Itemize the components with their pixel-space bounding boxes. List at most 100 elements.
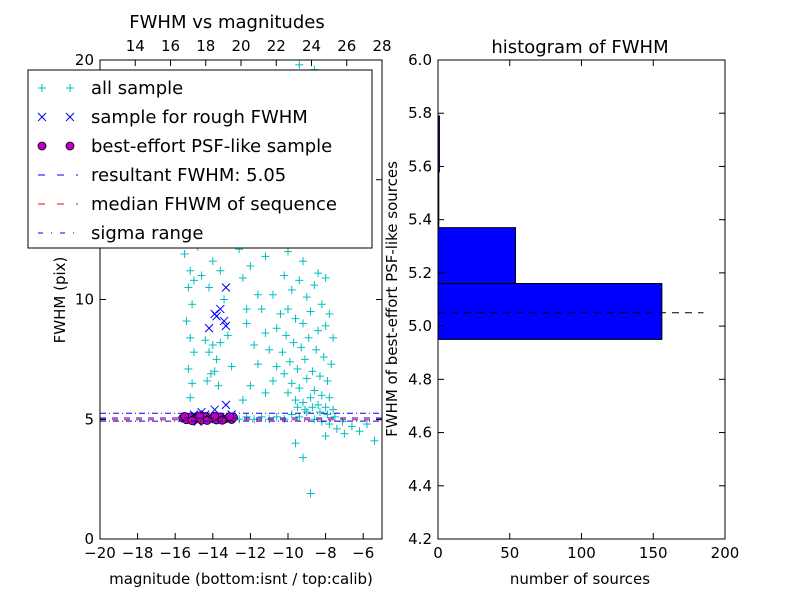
- top-x-tick-label-1: 16: [161, 37, 180, 55]
- hist-y-tick-label-8: 5.8: [408, 104, 432, 122]
- legend-label-1: sample for rough FWHM: [91, 107, 308, 128]
- series-1-point-2-b: [204, 323, 214, 333]
- y-tick-label-0: 0: [84, 530, 94, 548]
- series-0-point-118: [312, 345, 321, 354]
- hist-y-tick-label-7: 5.6: [408, 157, 432, 175]
- series-0-point-98: [314, 269, 323, 278]
- series-0-point-70: [206, 369, 215, 378]
- series-0-point-119: [319, 352, 328, 361]
- series-0-point-57: [242, 305, 251, 314]
- series-1-point-1-b: [215, 304, 225, 314]
- hist-y-tick-label-2: 4.6: [408, 424, 432, 442]
- series-0-point-14: [287, 410, 296, 419]
- series-1-point-13: [221, 400, 231, 410]
- series-0-point-140: [321, 403, 330, 412]
- legend-marker-1-b-b: [65, 112, 75, 122]
- series-0-point-76: [295, 60, 304, 69]
- series-1-point-4-b: [221, 321, 231, 331]
- series-0-point-128: [280, 369, 289, 378]
- legend-marker-0-a: [38, 84, 46, 92]
- series-0-point-117: [304, 333, 313, 342]
- series-0-point-38: [186, 333, 195, 342]
- series-0-point-29: [306, 489, 315, 498]
- x-tick-label-1: −18: [122, 544, 154, 562]
- series-0-point-71: [214, 381, 223, 390]
- histogram-bar-1: [437, 227, 516, 285]
- legend-label-4: median FHWM of sequence: [91, 194, 337, 215]
- series-0-point-114: [282, 331, 291, 340]
- series-0-point-138: [306, 393, 315, 402]
- histogram-bar-0: [437, 283, 663, 340]
- series-0-point-36: [188, 300, 197, 309]
- series-0-point-153: [276, 309, 285, 318]
- series-0-point-35: [184, 283, 193, 292]
- series-0-point-146: [250, 341, 259, 350]
- series-0-point-27: [291, 439, 300, 448]
- series-0-point-135: [284, 388, 292, 397]
- series-1-point-13-b: [221, 400, 231, 410]
- series-0-point-106: [325, 309, 334, 318]
- top-x-tick-label-6: 26: [337, 37, 356, 55]
- series-0-point-152: [268, 290, 277, 299]
- series-0-point-102: [295, 276, 304, 285]
- legend-entry-3: resultant FWHM: 5.05: [38, 165, 286, 186]
- top-x-tick-label-4: 22: [267, 37, 286, 55]
- series-0-point-120: [327, 360, 336, 369]
- series-1-point-1: [215, 304, 225, 314]
- series-0-point-66: [212, 355, 221, 364]
- series-0-point-64: [205, 348, 214, 357]
- hist-x-tick-label-4: 200: [711, 544, 740, 562]
- series-1-point-6-b: [212, 311, 221, 321]
- hist-x-tick-label-2: 100: [567, 544, 596, 562]
- series-0-point-50: [216, 266, 225, 275]
- series-0-point-144: [246, 381, 255, 390]
- y-tick-label-1: 5: [84, 410, 94, 428]
- hist-y-tick-label-0: 4.2: [408, 530, 432, 548]
- series-0-point-131: [302, 374, 311, 383]
- series-0-point-65: [208, 341, 217, 350]
- series-1-point-5-b: [221, 283, 231, 292]
- histogram-ylabel: FWHM of best-effort PSF-like sources: [383, 161, 401, 437]
- series-0-point-26: [321, 432, 330, 441]
- series-1-point-5: [221, 283, 231, 292]
- top-x-tick-label-0: 14: [126, 37, 145, 55]
- scatter-xlabel: magnitude (bottom:isnt / top:calib): [109, 570, 373, 588]
- histogram-bars: [437, 115, 663, 340]
- series-0-point-41: [188, 379, 197, 388]
- series-0-point-124: [300, 355, 309, 364]
- x-tick-label-5: −10: [272, 544, 304, 562]
- scatter-title: FWHM vs magnitudes: [129, 12, 324, 33]
- series-0-point-40: [184, 364, 193, 373]
- series-0-point-158: [308, 403, 317, 412]
- legend-marker-2-b: [65, 141, 75, 151]
- series-0-point-37: [182, 317, 191, 326]
- series-0-point-130: [295, 384, 304, 393]
- legend-label-2: best-effort PSF-like sample: [91, 136, 332, 157]
- series-0-point-69: [203, 376, 212, 385]
- x-tick-label-3: −14: [197, 544, 229, 562]
- series-0-point-100: [280, 271, 289, 280]
- hist-x-tick-label-0: 0: [433, 544, 443, 562]
- scatter-legend: all sample sample for rough FWHM best-effo…: [27, 69, 373, 249]
- hist-y-tick-label-6: 5.4: [408, 211, 432, 229]
- series-0-point-19: [325, 420, 334, 429]
- series-1-point-2: [204, 323, 214, 333]
- series-0-point-161: [331, 412, 339, 421]
- series-0-point-123: [293, 364, 302, 373]
- top-x-tick-label-7: 28: [372, 37, 391, 55]
- x-tick-label-2: −16: [159, 544, 191, 562]
- series-0-point-139: [314, 400, 323, 409]
- y-tick-label-2: 10: [75, 291, 94, 309]
- scatter-plot-frame: [99, 59, 383, 540]
- series-0-point-150: [265, 345, 274, 354]
- histogram-title: histogram of FWHM: [491, 37, 668, 58]
- series-0-point-15: [295, 412, 304, 421]
- series-0-point-133: [317, 391, 326, 400]
- legend-entry-0: all sample: [38, 78, 183, 99]
- series-0-point-34: [186, 266, 195, 275]
- hist-y-tick-label-3: 4.8: [408, 370, 432, 388]
- series-0-point-142: [261, 388, 270, 397]
- legend-label-0: all sample: [91, 78, 183, 99]
- series-0-point-159: [315, 408, 324, 417]
